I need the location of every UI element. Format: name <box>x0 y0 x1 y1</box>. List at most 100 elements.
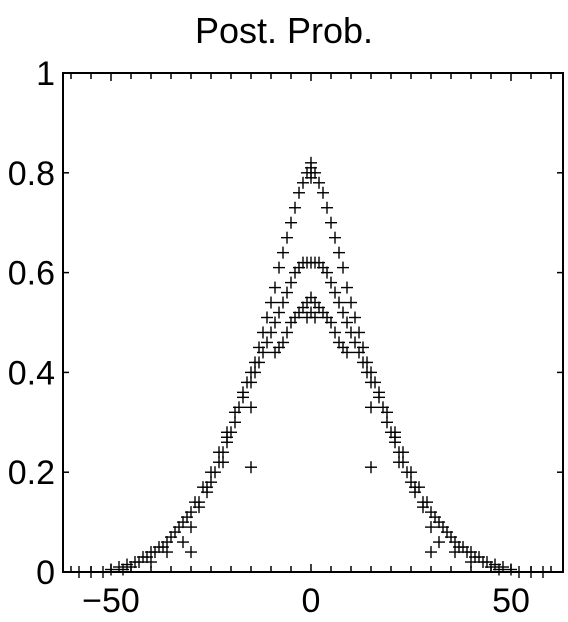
data-point <box>117 563 129 576</box>
x-tick-label: 0 <box>302 582 321 620</box>
data-point <box>281 326 293 339</box>
data-point <box>181 511 193 524</box>
data-point <box>277 246 289 259</box>
data-point <box>165 531 177 544</box>
data-point <box>353 346 365 359</box>
data-point <box>493 563 505 576</box>
data-point <box>309 311 321 324</box>
data-point <box>229 406 241 419</box>
data-point <box>433 536 445 549</box>
data-point <box>185 546 197 559</box>
data-point <box>389 431 401 444</box>
data-point <box>425 521 437 534</box>
data-point <box>397 446 409 459</box>
y-tick-label: 0.8 <box>8 155 55 193</box>
data-point <box>341 281 353 294</box>
data-point <box>265 326 277 339</box>
data-point <box>349 311 361 324</box>
data-point <box>161 546 173 559</box>
data-point <box>345 296 357 309</box>
data-point <box>237 386 249 399</box>
data-point <box>445 531 457 544</box>
x-tick-label: 50 <box>492 582 530 620</box>
y-tick-label: 0 <box>36 554 55 592</box>
data-point <box>337 306 349 319</box>
data-point <box>265 296 277 309</box>
data-markers <box>73 156 549 578</box>
data-point <box>289 201 301 214</box>
data-point <box>201 481 213 494</box>
chart-title: Post. Prob. <box>194 10 374 51</box>
data-point <box>337 261 349 274</box>
data-point <box>329 326 341 339</box>
data-point <box>373 386 385 399</box>
data-point <box>461 546 473 559</box>
data-point <box>273 306 285 319</box>
data-point <box>245 376 257 389</box>
data-point <box>449 546 461 559</box>
data-point <box>269 281 281 294</box>
data-point <box>269 346 281 359</box>
data-point <box>185 521 197 534</box>
data-point <box>257 346 269 359</box>
data-point <box>285 316 297 329</box>
data-point <box>405 466 417 479</box>
data-point <box>425 546 437 559</box>
data-point <box>293 186 305 199</box>
data-point <box>333 246 345 259</box>
data-point <box>149 546 161 559</box>
data-point <box>193 501 205 514</box>
data-point <box>213 446 225 459</box>
data-point <box>361 366 373 379</box>
data-point <box>173 521 185 534</box>
data-point <box>317 186 329 199</box>
x-tick-label: −50 <box>82 582 140 620</box>
data-point <box>133 556 145 569</box>
data-point <box>277 296 289 309</box>
axes-frame <box>62 72 564 573</box>
data-point <box>249 366 261 379</box>
data-point <box>333 296 345 309</box>
y-tick-label: 1 <box>36 55 55 93</box>
data-point <box>273 261 285 274</box>
data-point <box>417 501 429 514</box>
y-tick-label: 0.2 <box>8 454 55 492</box>
data-point <box>345 326 357 339</box>
data-point <box>245 401 257 414</box>
data-point <box>329 286 341 299</box>
data-point <box>297 176 309 189</box>
data-point <box>309 166 321 179</box>
data-point <box>357 356 369 369</box>
data-point <box>429 511 441 524</box>
data-point <box>285 216 297 229</box>
data-point <box>325 276 337 289</box>
data-point <box>221 431 233 444</box>
data-point <box>365 401 377 414</box>
data-point <box>245 461 257 474</box>
data-point <box>329 231 341 244</box>
data-point <box>349 336 361 349</box>
ticks <box>63 72 563 573</box>
data-point <box>477 556 489 569</box>
data-point <box>285 276 297 289</box>
data-point <box>393 456 405 469</box>
data-point <box>281 286 293 299</box>
y-tick-label: 0.6 <box>8 255 55 293</box>
data-point <box>205 466 217 479</box>
data-point <box>365 376 377 389</box>
data-point <box>289 266 301 279</box>
data-point <box>341 316 353 329</box>
data-point <box>321 201 333 214</box>
data-point <box>325 316 337 329</box>
y-tick-label: 0.4 <box>8 354 55 392</box>
data-point <box>409 481 421 494</box>
data-point <box>437 521 449 534</box>
tick-labels: 0 0.2 0.4 0.6 0.8 1 −50 0 50 <box>8 55 530 620</box>
data-point <box>325 216 337 229</box>
data-point <box>269 316 281 329</box>
data-point <box>365 461 377 474</box>
data-point <box>381 406 393 419</box>
data-point <box>253 356 265 369</box>
